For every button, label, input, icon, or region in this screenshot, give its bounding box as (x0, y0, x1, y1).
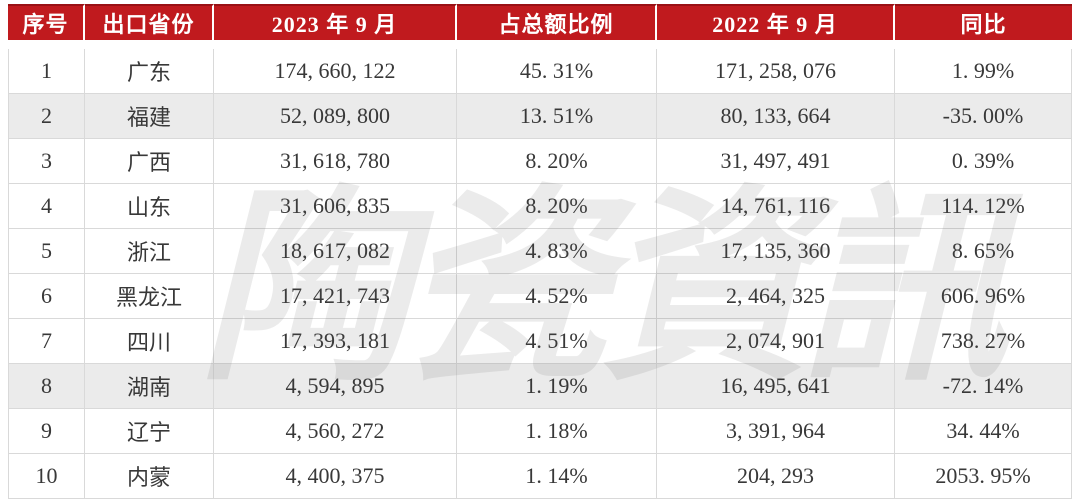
cell-no: 5 (8, 229, 85, 274)
cell-province: 广东 (85, 49, 214, 94)
cell-v2023: 17, 393, 181 (214, 319, 457, 364)
cell-yoy: 34. 44% (895, 409, 1072, 454)
cell-share: 1. 19% (457, 364, 657, 409)
cell-no: 9 (8, 409, 85, 454)
cell-yoy: 1. 99% (895, 49, 1072, 94)
column-header-yoy: 同比 (895, 4, 1072, 42)
cell-province: 辽宁 (85, 409, 214, 454)
cell-province: 广西 (85, 139, 214, 184)
cell-share: 4. 83% (457, 229, 657, 274)
cell-no: 1 (8, 49, 85, 94)
cell-v2022: 2, 074, 901 (657, 319, 895, 364)
cell-share: 4. 51% (457, 319, 657, 364)
cell-v2022: 3, 391, 964 (657, 409, 895, 454)
cell-province: 山东 (85, 184, 214, 229)
cell-v2023: 31, 618, 780 (214, 139, 457, 184)
cell-no: 2 (8, 94, 85, 139)
cell-province: 黑龙江 (85, 274, 214, 319)
cell-no: 8 (8, 364, 85, 409)
cell-v2023: 52, 089, 800 (214, 94, 457, 139)
cell-v2022: 17, 135, 360 (657, 229, 895, 274)
cell-yoy: 738. 27% (895, 319, 1072, 364)
cell-v2023: 4, 560, 272 (214, 409, 457, 454)
cell-v2022: 14, 761, 116 (657, 184, 895, 229)
cell-no: 10 (8, 454, 85, 499)
cell-yoy: 0. 39% (895, 139, 1072, 184)
cell-v2022: 171, 258, 076 (657, 49, 895, 94)
column-header-province: 出口省份 (85, 4, 214, 42)
cell-no: 7 (8, 319, 85, 364)
cell-share: 8. 20% (457, 184, 657, 229)
cell-yoy: -72. 14% (895, 364, 1072, 409)
cell-yoy: 2053. 95% (895, 454, 1072, 499)
column-header-share: 占总额比例 (457, 4, 657, 42)
cell-no: 6 (8, 274, 85, 319)
cell-v2022: 16, 495, 641 (657, 364, 895, 409)
cell-v2023: 17, 421, 743 (214, 274, 457, 319)
cell-v2023: 4, 594, 895 (214, 364, 457, 409)
cell-yoy: 114. 12% (895, 184, 1072, 229)
cell-share: 1. 14% (457, 454, 657, 499)
cell-v2022: 80, 133, 664 (657, 94, 895, 139)
cell-province: 湖南 (85, 364, 214, 409)
cell-share: 13. 51% (457, 94, 657, 139)
cell-share: 8. 20% (457, 139, 657, 184)
cell-no: 3 (8, 139, 85, 184)
cell-province: 福建 (85, 94, 214, 139)
cell-v2023: 18, 617, 082 (214, 229, 457, 274)
cell-v2022: 31, 497, 491 (657, 139, 895, 184)
column-header-no: 序号 (8, 4, 85, 42)
cell-no: 4 (8, 184, 85, 229)
cell-share: 4. 52% (457, 274, 657, 319)
cell-province: 内蒙 (85, 454, 214, 499)
column-header-v2022: 2022 年 9 月 (657, 4, 895, 42)
cell-yoy: 8. 65% (895, 229, 1072, 274)
cell-share: 1. 18% (457, 409, 657, 454)
cell-share: 45. 31% (457, 49, 657, 94)
cell-yoy: 606. 96% (895, 274, 1072, 319)
cell-province: 四川 (85, 319, 214, 364)
province-export-table: 序号 出口省份 2023 年 9 月占总额比例 2022 年 9 月同比 1 广东 174,… (8, 4, 1072, 499)
cell-v2023: 31, 606, 835 (214, 184, 457, 229)
cell-v2023: 174, 660, 122 (214, 49, 457, 94)
cell-province: 浙江 (85, 229, 214, 274)
cell-v2022: 2, 464, 325 (657, 274, 895, 319)
cell-yoy: -35. 00% (895, 94, 1072, 139)
cell-v2022: 204, 293 (657, 454, 895, 499)
column-header-v2023: 2023 年 9 月 (214, 4, 457, 42)
cell-v2023: 4, 400, 375 (214, 454, 457, 499)
